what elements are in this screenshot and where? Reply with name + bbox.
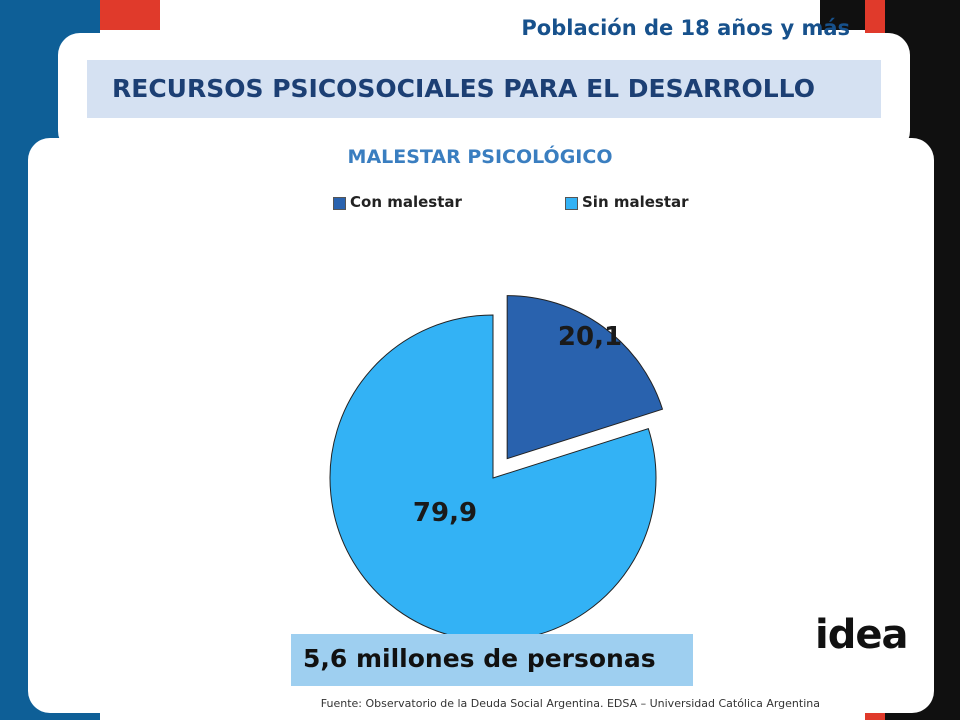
title-bar: RECURSOS PSICOSOCIALES PARA EL DESARROLL… xyxy=(87,60,881,118)
legend-label: Con malestar xyxy=(350,193,462,211)
pie-slice-con-malestar xyxy=(506,295,664,460)
source-note: Fuente: Observatorio de la Deuda Social … xyxy=(320,697,820,710)
population-box: 5,6 millones de personas xyxy=(291,634,693,686)
data-label-con-malestar: 20,1 xyxy=(558,322,622,352)
legend-label: Sin malestar xyxy=(582,193,689,211)
page-subtitle: Población de 18 años y más xyxy=(521,16,850,40)
background-red-accent xyxy=(100,0,160,30)
chart-title: MALESTAR PSICOLÓGICO xyxy=(347,146,613,168)
background-dark-accent xyxy=(820,0,870,30)
pie-slice-sin-malestar xyxy=(329,314,657,642)
idea-logo: idea xyxy=(815,612,908,658)
legend-swatch xyxy=(565,197,578,210)
data-label-sin-malestar: 79,9 xyxy=(413,498,477,528)
page-title: RECURSOS PSICOSOCIALES PARA EL DESARROLL… xyxy=(112,74,815,103)
population-text: 5,6 millones de personas xyxy=(303,644,656,673)
legend-swatch xyxy=(333,197,346,210)
